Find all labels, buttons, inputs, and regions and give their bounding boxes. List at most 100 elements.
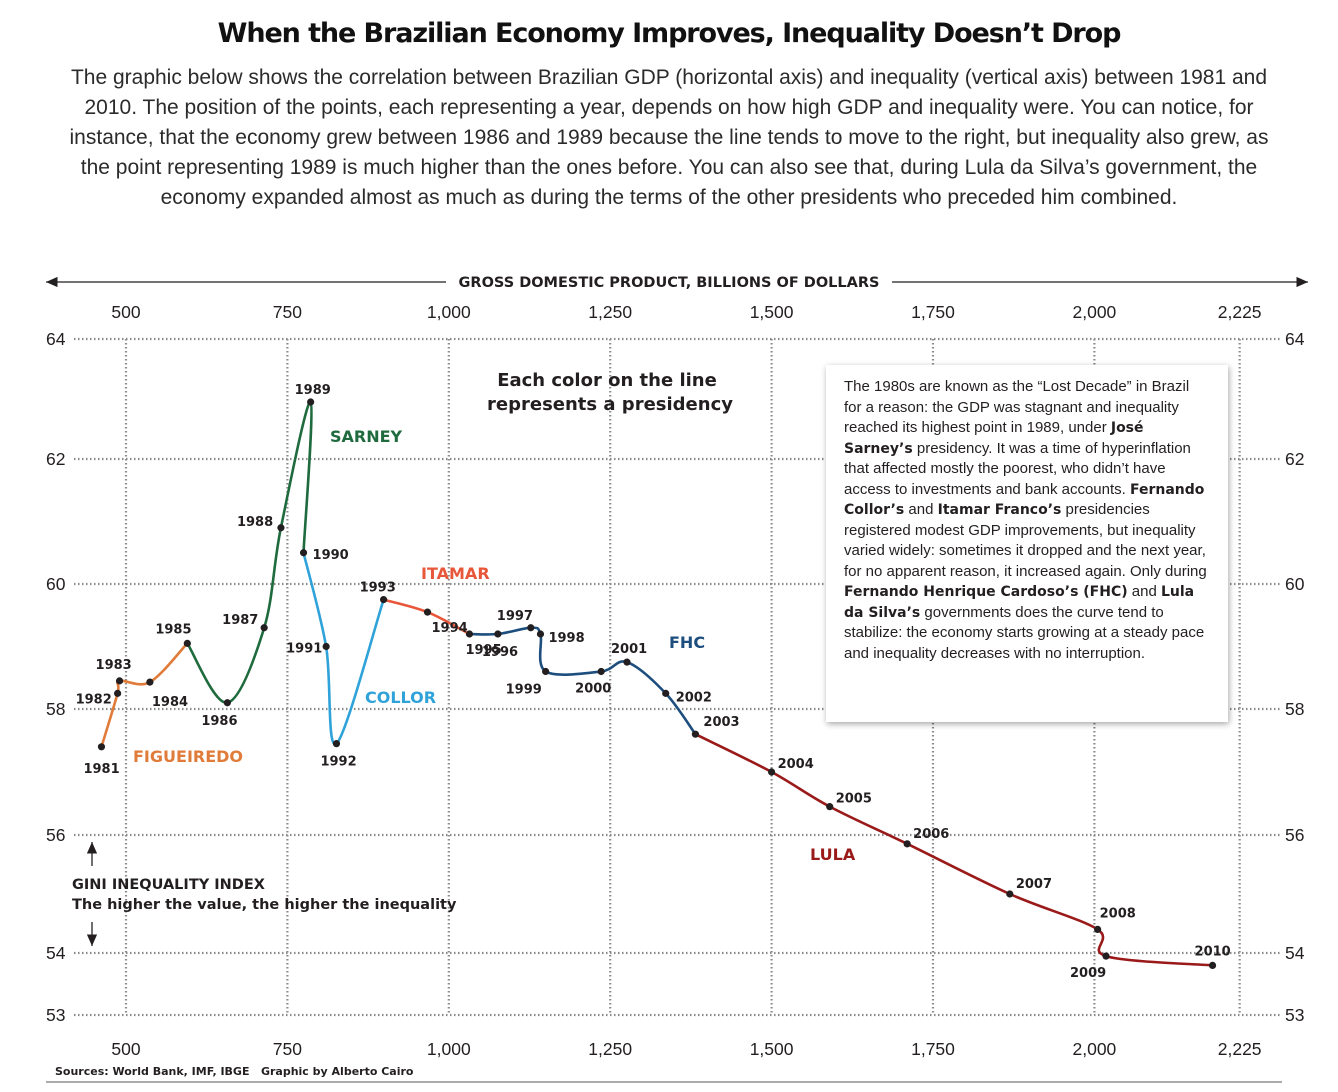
x-tick-label-top: 750 bbox=[273, 302, 302, 322]
info-box-text: Fernando Henrique Cardoso’s (FHC) bbox=[844, 584, 1128, 600]
x-tick-label-top: 2,000 bbox=[1073, 302, 1117, 322]
data-point-1984 bbox=[146, 678, 154, 686]
year-label-1988: 1988 bbox=[237, 515, 273, 530]
info-box-text: José Sarney’s bbox=[844, 420, 1144, 457]
data-point-2003 bbox=[691, 730, 700, 738]
y-tick-label-right: 53 bbox=[1285, 1005, 1304, 1025]
year-label-1991: 1991 bbox=[286, 642, 322, 657]
series-line-sarney bbox=[186, 400, 313, 704]
x-tick-label-top: 1,500 bbox=[750, 302, 794, 322]
data-point-1983 bbox=[115, 677, 124, 685]
info-box-text: The 1980s are known as the “Lost Decade”… bbox=[844, 378, 1190, 436]
year-label-1998: 1998 bbox=[548, 631, 584, 646]
year-label-2008: 2008 bbox=[1100, 906, 1136, 921]
year-label-1984: 1984 bbox=[152, 695, 188, 710]
year-label-2003: 2003 bbox=[703, 715, 739, 730]
x-tick-label-bottom: 1,750 bbox=[911, 1039, 955, 1059]
data-point-2006 bbox=[903, 840, 911, 848]
presidency-label-itamar: ITAMAR bbox=[421, 564, 490, 583]
data-point-1996 bbox=[494, 630, 502, 638]
year-label-1987: 1987 bbox=[222, 613, 258, 628]
x-tick-label-top: 1,750 bbox=[911, 302, 955, 322]
presidency-labels: FIGUEIREDO SARNEY COLLOR ITAMAR FHC LULA bbox=[133, 427, 856, 864]
data-point-1997 bbox=[527, 624, 535, 632]
year-label-2005: 2005 bbox=[836, 792, 872, 807]
y-axis-subtitle: The higher the value, the higher the ine… bbox=[72, 897, 457, 913]
data-point-1989 bbox=[307, 398, 315, 406]
year-label-1999: 1999 bbox=[506, 683, 542, 698]
data-point-1992 bbox=[332, 740, 341, 748]
info-box-text: and bbox=[904, 501, 938, 518]
year-label-1982: 1982 bbox=[76, 692, 112, 707]
year-label-1993: 1993 bbox=[360, 581, 396, 596]
data-point-2008 bbox=[1094, 925, 1102, 934]
y-tick-label-right: 58 bbox=[1285, 699, 1304, 719]
data-point-2007 bbox=[1006, 890, 1014, 898]
info-box-text: presidencies registered modest GDP impro… bbox=[844, 501, 1207, 580]
data-point-1988 bbox=[277, 524, 285, 532]
x-tick-label-bottom: 2,000 bbox=[1073, 1039, 1117, 1059]
data-points bbox=[97, 398, 1217, 970]
data-point-1987 bbox=[260, 624, 268, 632]
y-tick-label-left: 64 bbox=[46, 329, 66, 349]
year-label-2001: 2001 bbox=[611, 642, 647, 657]
y-tick-label-right: 54 bbox=[1285, 943, 1305, 963]
info-box: The 1980s are known as the “Lost Decade”… bbox=[826, 365, 1228, 722]
x-tick-label-bottom: 1,250 bbox=[588, 1039, 632, 1059]
year-label-1981: 1981 bbox=[83, 762, 119, 777]
presidency-label-fhc: FHC bbox=[669, 633, 705, 652]
chart-title: When the Brazilian Economy Improves, Ine… bbox=[217, 18, 1122, 49]
data-point-1994 bbox=[423, 608, 432, 616]
year-label-1985: 1985 bbox=[155, 622, 191, 637]
y-tick-label-right: 56 bbox=[1285, 825, 1304, 845]
year-label-1986: 1986 bbox=[201, 714, 237, 729]
year-label-1992: 1992 bbox=[320, 755, 356, 770]
axis-ticks: 53 53 54 54 56 56 58 58 60 60 62 62 64 64 500 500 750 750… bbox=[46, 302, 1305, 1059]
x-tick-label-bottom: 500 bbox=[111, 1039, 140, 1059]
y-tick-label-right: 64 bbox=[1285, 329, 1305, 349]
y-axis-title: GINI INEQUALITY INDEX bbox=[72, 877, 265, 893]
info-box-text: governments does the curve tend to stabi… bbox=[844, 603, 1205, 662]
series-line-collor bbox=[302, 551, 385, 746]
data-point-1986 bbox=[223, 699, 231, 707]
data-point-1998 bbox=[536, 630, 545, 638]
year-labels: 1981 1982 1983 1984 1985 1986 1987 1988 1989 1990… bbox=[76, 383, 1231, 981]
year-label-1990: 1990 bbox=[313, 548, 349, 563]
x-tick-label-bottom: 750 bbox=[273, 1039, 302, 1059]
data-point-2005 bbox=[826, 803, 834, 811]
data-point-1985 bbox=[183, 639, 191, 647]
info-box-text: presidency. It was a time of hyperinflat… bbox=[844, 439, 1191, 498]
source-credit: Sources: World Bank, IMF, IBGE Graphic b… bbox=[55, 1065, 414, 1078]
year-label-2007: 2007 bbox=[1016, 877, 1052, 892]
year-label-1996: 1996 bbox=[482, 645, 518, 660]
data-point-2002 bbox=[662, 689, 670, 697]
x-axis-title: GROSS DOMESTIC PRODUCT, BILLIONS OF DOLL… bbox=[459, 275, 880, 291]
info-box-text: Itamar Franco’s bbox=[937, 502, 1062, 518]
year-label-2010: 2010 bbox=[1195, 944, 1231, 959]
data-point-1991 bbox=[322, 642, 330, 651]
color-note-line1: Each color on the line bbox=[497, 370, 717, 391]
data-point-1990 bbox=[299, 549, 308, 557]
year-label-1995: 1995 bbox=[465, 643, 501, 658]
year-label-1997: 1997 bbox=[497, 609, 533, 624]
data-point-2009 bbox=[1102, 952, 1110, 960]
data-point-1981 bbox=[97, 743, 106, 751]
year-label-2000: 2000 bbox=[575, 682, 611, 697]
info-box-text: Lula da Silva’s bbox=[844, 584, 1195, 621]
data-point-1982 bbox=[114, 689, 122, 697]
year-label-2004: 2004 bbox=[778, 757, 814, 772]
data-point-2000 bbox=[597, 667, 605, 676]
x-tick-label-bottom: 2,225 bbox=[1218, 1039, 1262, 1059]
data-point-1995 bbox=[465, 630, 474, 638]
x-tick-label-top: 2,225 bbox=[1218, 302, 1262, 322]
year-label-2009: 2009 bbox=[1070, 966, 1106, 981]
y-tick-label-right: 62 bbox=[1285, 449, 1304, 469]
x-tick-label-bottom: 1,000 bbox=[427, 1039, 471, 1059]
y-tick-label-left: 62 bbox=[46, 449, 65, 469]
year-label-2002: 2002 bbox=[676, 690, 712, 705]
y-tick-label-left: 56 bbox=[46, 825, 65, 845]
year-label-1994: 1994 bbox=[431, 621, 467, 636]
color-note-line2: represents a presidency bbox=[487, 394, 733, 415]
year-label-2006: 2006 bbox=[913, 827, 949, 842]
info-box-text: and bbox=[1127, 583, 1161, 600]
